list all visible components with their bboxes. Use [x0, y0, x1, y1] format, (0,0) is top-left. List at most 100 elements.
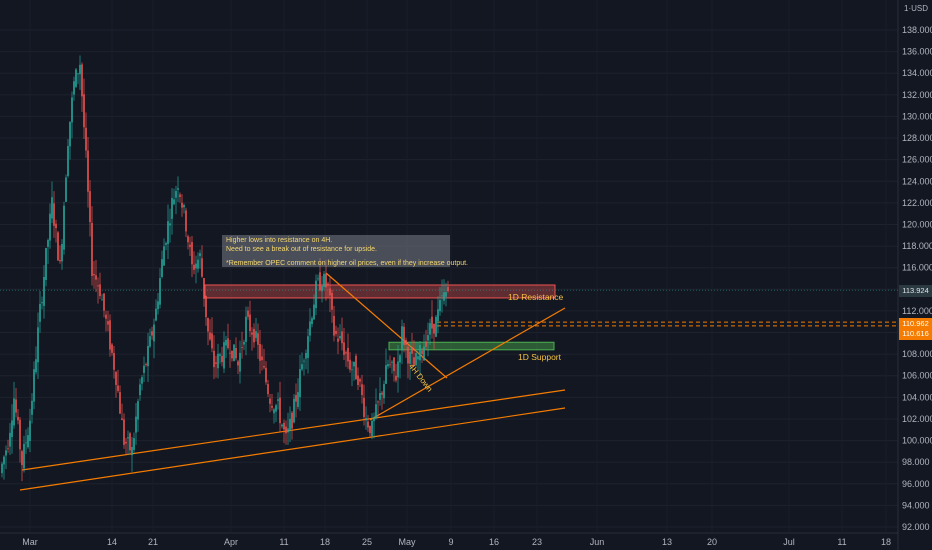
candle-body	[401, 326, 403, 351]
x-tick-label: 25	[362, 537, 372, 547]
x-tick-label: 18	[881, 537, 891, 547]
candle-body	[371, 420, 373, 437]
x-tick-label: 9	[448, 537, 453, 547]
candle-body	[47, 240, 49, 247]
candle-body	[333, 315, 335, 336]
candle-body	[137, 401, 139, 420]
candle-body	[161, 259, 163, 277]
support-label: 1D Support	[518, 352, 561, 362]
x-tick-label: 16	[489, 537, 499, 547]
candle-body	[209, 332, 211, 340]
y-tick-label: 94.000	[902, 500, 930, 510]
x-tick-label: Jul	[783, 537, 795, 547]
y-tick-label: 136.000	[902, 47, 932, 57]
candle-body	[321, 285, 323, 292]
candle-body	[307, 336, 309, 358]
candle-body	[135, 416, 137, 433]
candle-body	[31, 400, 33, 415]
candle-body	[431, 316, 433, 329]
candle-body	[173, 199, 175, 205]
candle-body	[289, 418, 291, 430]
candle-body	[207, 317, 209, 332]
x-tick-label: 14	[107, 537, 117, 547]
candle-body	[191, 242, 193, 265]
candle-body	[279, 397, 281, 424]
candle-body	[105, 314, 107, 319]
candle-body	[93, 273, 95, 276]
candle-body	[369, 425, 371, 434]
candle-body	[251, 332, 253, 335]
candle-body	[347, 347, 349, 362]
candle-body	[113, 352, 115, 370]
candle-body	[439, 299, 441, 312]
candle-body	[363, 397, 365, 417]
candle-body	[353, 361, 355, 367]
candle-body	[201, 258, 203, 277]
candle-body	[39, 303, 41, 322]
candle-body	[17, 416, 19, 421]
candle-body	[305, 352, 307, 359]
candle-body	[341, 331, 343, 344]
candle-body	[115, 371, 117, 385]
candle-body	[243, 341, 245, 345]
candle-body	[199, 253, 201, 257]
candle-body	[205, 295, 207, 318]
candle-body	[281, 424, 283, 427]
candle-body	[197, 259, 199, 269]
candle-body	[361, 384, 363, 396]
candle-body	[283, 422, 285, 430]
candle-body	[273, 409, 275, 414]
candle-body	[255, 331, 257, 338]
candle-body	[441, 295, 443, 297]
y-tick-label: 100.000	[902, 436, 932, 446]
candle-body	[417, 356, 419, 360]
y-tick-label: 134.000	[902, 68, 932, 78]
candle-body	[81, 64, 83, 97]
rising-trendline	[369, 307, 566, 421]
candle-body	[259, 343, 261, 361]
candle-body	[239, 352, 241, 372]
candle-body	[425, 341, 427, 347]
candle-body	[311, 318, 313, 325]
candles	[1, 55, 449, 482]
candle-body	[213, 350, 215, 368]
candle-body	[445, 292, 447, 297]
candle-body	[267, 384, 269, 395]
candle-body	[179, 194, 181, 198]
candle-body	[407, 346, 409, 364]
grid-lines	[0, 0, 899, 550]
price-tag-level-1: 110.962	[899, 318, 932, 330]
candle-body	[155, 308, 157, 321]
y-tick-label: 122.000	[902, 198, 932, 208]
candle-body	[33, 369, 35, 402]
candle-body	[193, 264, 195, 270]
candle-body	[159, 278, 161, 305]
candle-body	[133, 438, 135, 450]
candle-body	[89, 191, 91, 223]
candle-body	[185, 210, 187, 232]
candle-body	[377, 401, 379, 403]
candle-body	[55, 223, 57, 229]
upper-channel-line	[21, 389, 566, 471]
candle-body	[217, 353, 219, 369]
candle-body	[335, 330, 337, 334]
x-tick-label: Mar	[22, 537, 38, 547]
candle-body	[227, 338, 229, 349]
x-tick-label: 11	[837, 537, 846, 547]
candle-body	[257, 333, 259, 345]
candle-body	[235, 347, 237, 359]
candle-body	[313, 304, 315, 320]
candle-body	[189, 244, 191, 248]
candle-body	[151, 331, 153, 336]
candle-body	[101, 299, 103, 301]
candle-body	[117, 385, 119, 391]
annotation-line-3: *Remember OPEC comment on higher oil pri…	[226, 260, 469, 268]
annotation-note[interactable]: Higher lows into resistance on 4H. Need …	[222, 235, 469, 268]
candle-body	[167, 221, 169, 244]
candle-body	[295, 395, 297, 402]
candle-body	[79, 64, 81, 75]
lower-channel-line	[19, 407, 566, 491]
candle-body	[13, 398, 15, 426]
